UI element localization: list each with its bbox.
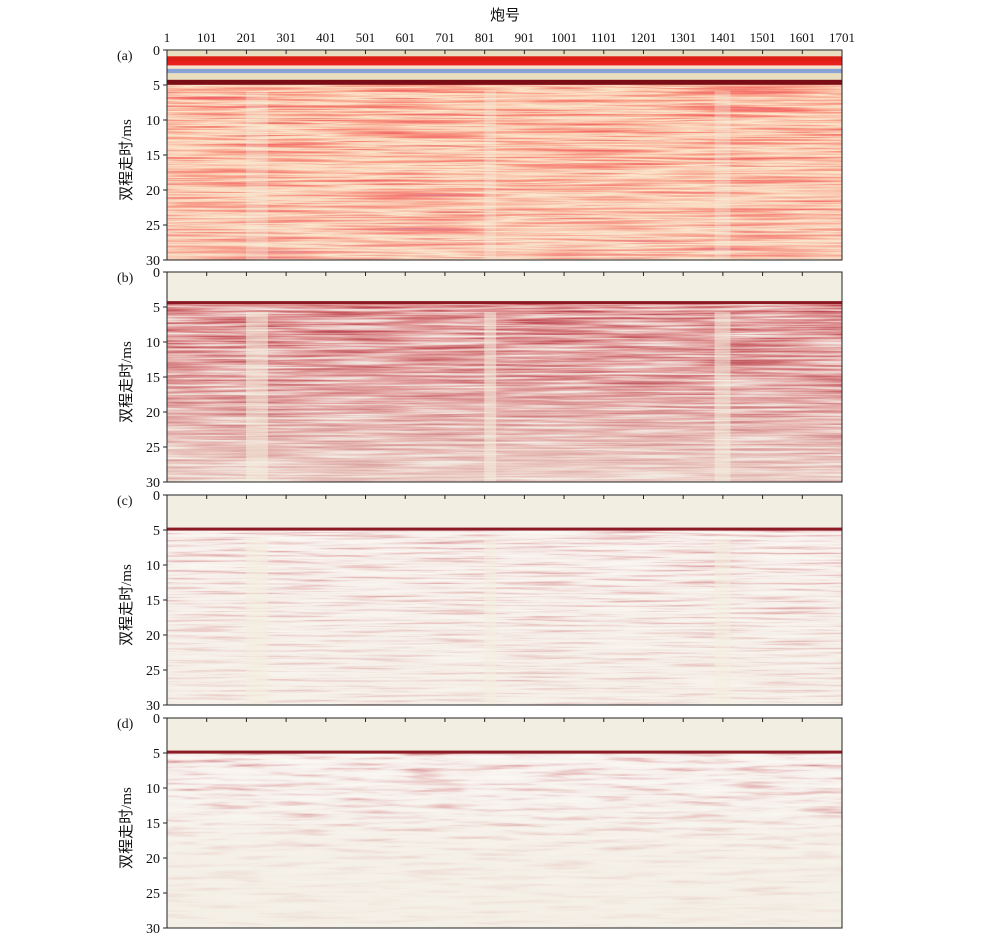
y-tick-label: 30	[146, 254, 160, 269]
y-tick-label: 30	[146, 922, 160, 937]
decay-overlay	[167, 302, 842, 482]
y-tick-label: 5	[153, 79, 160, 94]
y-tick-label: 0	[153, 44, 160, 59]
direct-wave-band	[167, 68, 842, 74]
y-tick-label: 5	[153, 747, 160, 762]
panel-label: (b)	[117, 271, 134, 286]
y-tick-label: 20	[146, 184, 160, 199]
decay-overlay	[167, 751, 842, 928]
x-tick-label: 601	[395, 30, 415, 45]
y-tick-label: 25	[146, 441, 160, 456]
wash-band	[246, 312, 268, 482]
y-tick-label: 5	[153, 524, 160, 539]
y-tick-label: 10	[146, 782, 160, 797]
y-tick-label: 10	[146, 336, 160, 351]
x-tick-label: 801	[475, 30, 495, 45]
x-tick-label: 1101	[591, 30, 617, 45]
y-tick-label: 0	[153, 489, 160, 504]
x-tick-label: 1201	[630, 30, 656, 45]
wash-band	[484, 90, 497, 260]
x-tick-label: 301	[276, 30, 296, 45]
x-tick-label: 1701	[829, 30, 855, 45]
x-tick-label: 401	[316, 30, 336, 45]
y-tick-label: 10	[146, 559, 160, 574]
x-tick-label: 1	[164, 30, 171, 45]
wash-band	[714, 312, 731, 482]
y-tick-label: 15	[146, 149, 160, 164]
wash-band	[714, 90, 731, 260]
panel-label: (c)	[117, 494, 133, 509]
y-axis-title: 双程走时/ms	[118, 787, 135, 869]
decay-overlay	[167, 80, 842, 260]
wash-band	[246, 538, 268, 705]
x-tick-label: 1601	[789, 30, 815, 45]
panel-label: (a)	[117, 49, 133, 64]
direct-wave-band	[167, 61, 842, 66]
y-tick-label: 20	[146, 406, 160, 421]
wash-band	[484, 312, 497, 482]
x-tick-label: 101	[197, 30, 217, 45]
y-tick-label: 5	[153, 301, 160, 316]
y-tick-label: 20	[146, 852, 160, 867]
panel-label: (d)	[117, 717, 134, 732]
panel-3: 0 5 10 15 20 25 30 (c) 双程走时/ms	[117, 489, 843, 714]
y-tick-label: 10	[146, 114, 160, 129]
y-tick-label: 25	[146, 219, 160, 234]
y-tick-label: 15	[146, 594, 160, 609]
y-axis-title: 双程走时/ms	[118, 564, 135, 646]
x-axis-title: 炮号	[490, 7, 520, 24]
direct-wave-band	[167, 56, 842, 64]
decay-overlay	[167, 528, 842, 705]
x-tick-label: 1501	[750, 30, 776, 45]
x-tick-label: 701	[435, 30, 455, 45]
wash-band	[484, 538, 497, 705]
panels: 0 5 10 15 20 25 30 (a) 双程走时/ms 0 5 10 15 20 25 30 (b) 双程走…	[117, 44, 843, 937]
panel-1: 0 5 10 15 20 25 30 (a) 双程走时/ms	[117, 44, 843, 269]
direct-wave-band	[167, 64, 842, 69]
y-tick-label: 20	[146, 629, 160, 644]
x-tick-labels: 1 101 201 301 401 501 601 701 801 901 1001 1101 1201…	[164, 30, 855, 45]
y-tick-label: 15	[146, 817, 160, 832]
x-tick-label: 201	[237, 30, 257, 45]
x-tick-label: 1001	[551, 30, 577, 45]
y-tick-label: 15	[146, 371, 160, 386]
y-tick-label: 0	[153, 266, 160, 281]
panel-2: 0 5 10 15 20 25 30 (b) 双程走时/ms	[117, 266, 843, 491]
y-tick-label: 0	[153, 712, 160, 727]
y-tick-label: 25	[146, 664, 160, 679]
x-tick-label: 1401	[710, 30, 736, 45]
y-axis-title: 双程走时/ms	[118, 341, 135, 423]
x-tick-label: 901	[515, 30, 535, 45]
y-tick-label: 30	[146, 476, 160, 491]
y-tick-label: 25	[146, 887, 160, 902]
y-tick-label: 30	[146, 699, 160, 714]
wash-band	[246, 90, 268, 260]
x-tick-label: 1301	[670, 30, 696, 45]
panel-4: 0 5 10 15 20 25 30 (d) 双程走时/ms	[117, 712, 843, 937]
x-tick-label: 501	[356, 30, 376, 45]
wash-band	[714, 538, 731, 705]
y-axis-title: 双程走时/ms	[118, 119, 135, 201]
